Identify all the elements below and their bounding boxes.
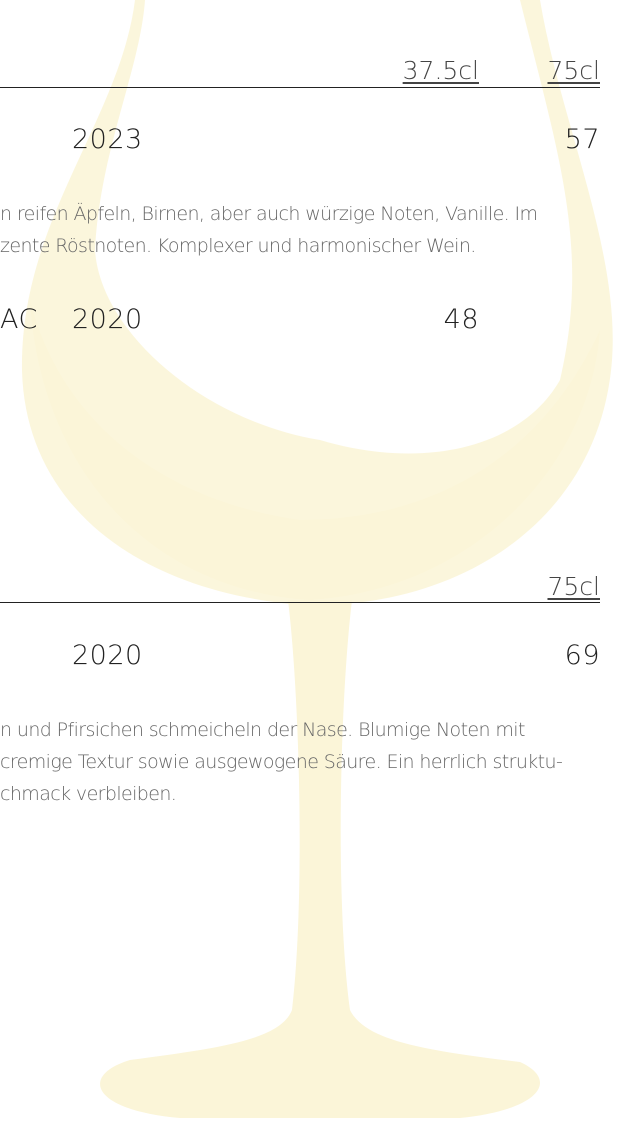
wine-description: zente Röstnoten. Komplexer und harmonisc… [0, 230, 476, 262]
wine-price: 69 [565, 640, 600, 671]
size-label: 75cl [547, 572, 600, 601]
glass-illustration [0, 0, 627, 1124]
wine-price: 48 [444, 304, 479, 335]
wine-description: n und Pfirsichen schmeicheln der Nase. B… [0, 714, 525, 746]
wine-year: 2020 [72, 640, 143, 671]
size-label: 75cl [547, 56, 600, 85]
size-label: 37.5cl [403, 56, 479, 85]
wine-description: n reifen Äpfeln, Birnen, aber auch würzi… [0, 198, 537, 230]
wine-year: 2023 [72, 124, 143, 155]
wine-name: AC [0, 304, 38, 335]
wine-description: cremige Textur sowie ausgewogene Säure. … [0, 746, 562, 778]
divider [0, 602, 600, 603]
wine-year: 2020 [72, 304, 143, 335]
wine-price: 57 [565, 124, 600, 155]
page: 37.5cl 75cl 2023 57 n reifen Äpfeln, Bir… [0, 0, 627, 1124]
wine-description: chmack verbleiben. [0, 778, 176, 810]
divider [0, 87, 600, 88]
